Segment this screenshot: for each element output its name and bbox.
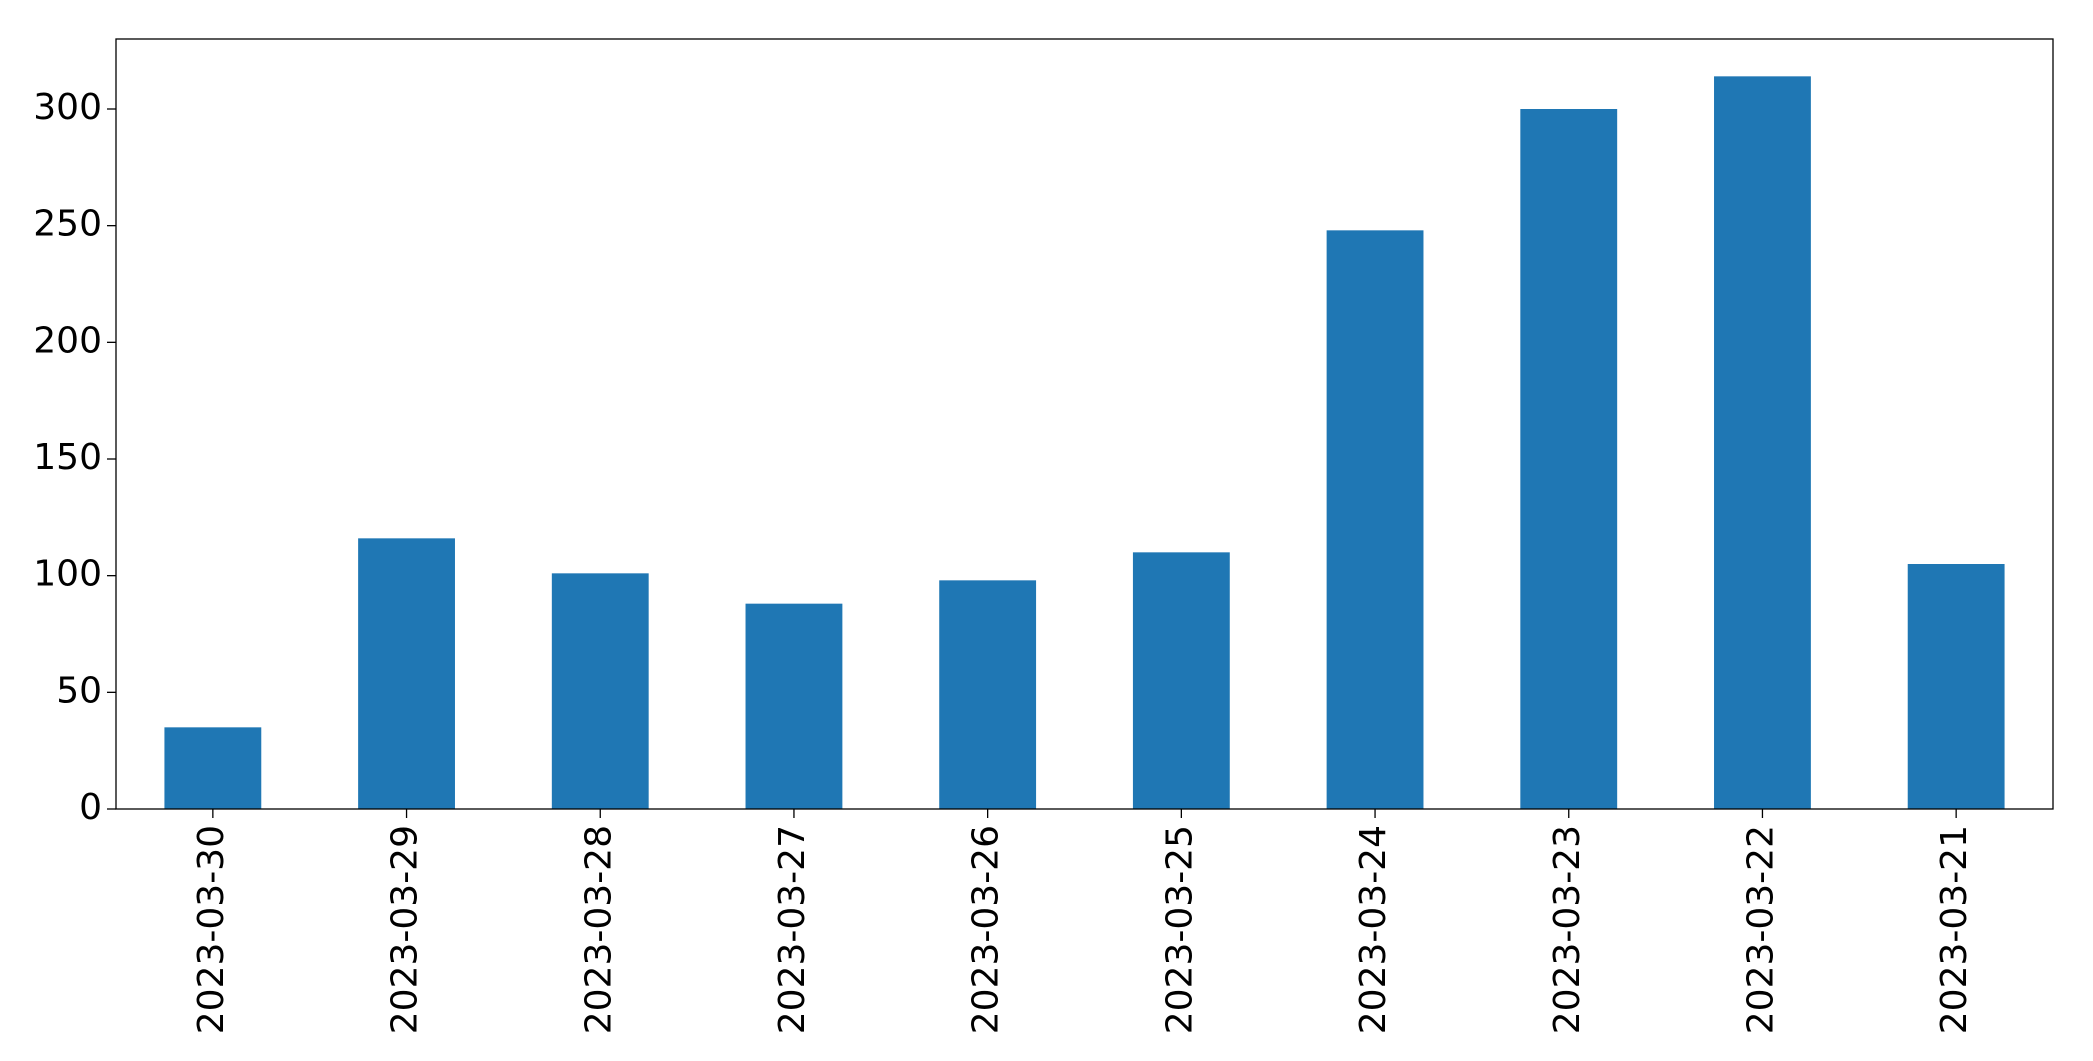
y-tick-label: 150 <box>33 437 102 478</box>
bar <box>1326 230 1424 810</box>
x-tick-label: 2023-03-23 <box>1547 825 1588 1034</box>
bar <box>1907 564 2005 809</box>
plot-frame <box>115 38 2054 810</box>
x-tick-label: 2023-03-22 <box>1740 825 1781 1034</box>
bar <box>1714 76 1811 810</box>
y-tick-label: 50 <box>56 670 102 711</box>
bar <box>358 538 455 809</box>
y-tick-label: 200 <box>33 320 102 361</box>
y-tick-label: 300 <box>33 87 102 128</box>
bar <box>551 573 649 809</box>
bar <box>1132 552 1230 809</box>
y-tick-label: 100 <box>33 554 102 595</box>
bar <box>745 603 843 809</box>
x-tick-label: 2023-03-28 <box>578 825 619 1034</box>
y-tick-label: 0 <box>79 787 102 828</box>
x-tick-label: 2023-03-21 <box>1934 825 1975 1034</box>
x-tick-label: 2023-03-27 <box>772 825 813 1034</box>
bar <box>939 580 1037 809</box>
bar <box>1520 109 1618 809</box>
x-tick-label: 2023-03-25 <box>1159 825 1200 1034</box>
x-tick-label: 2023-03-24 <box>1353 825 1394 1034</box>
x-tick-label: 2023-03-30 <box>191 825 232 1034</box>
x-tick-label: 2023-03-29 <box>385 825 426 1034</box>
y-tick-label: 250 <box>33 204 102 245</box>
bar <box>164 727 262 809</box>
x-tick-label: 2023-03-26 <box>966 825 1007 1034</box>
